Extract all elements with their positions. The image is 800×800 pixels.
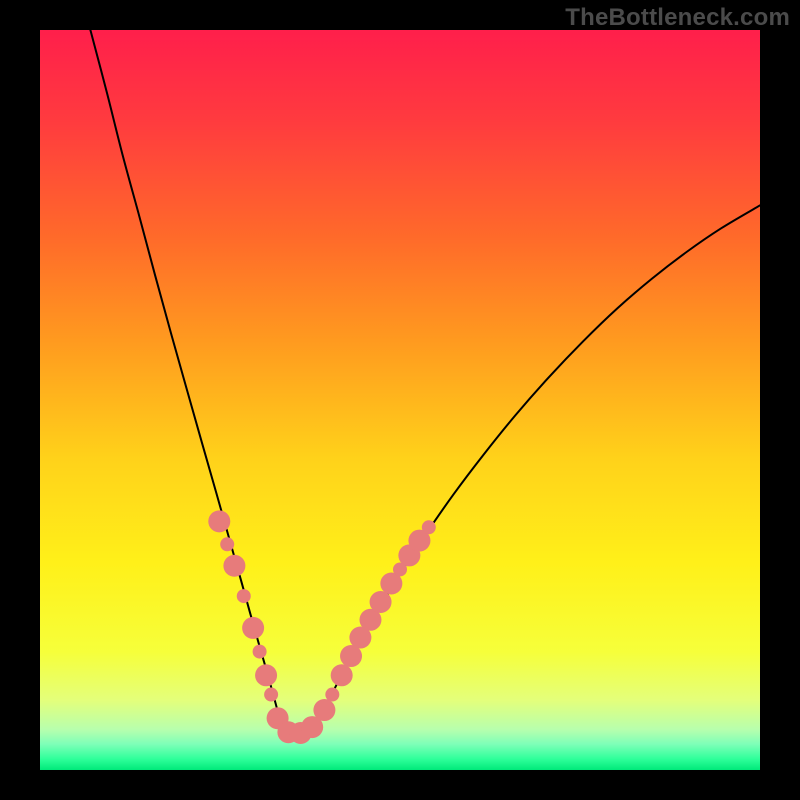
- bead-marker: [422, 520, 436, 534]
- bead-marker: [370, 591, 392, 613]
- bead-marker: [223, 555, 245, 577]
- gradient-plot-area: [40, 30, 760, 770]
- bead-marker: [237, 589, 251, 603]
- bead-marker: [253, 645, 267, 659]
- chart-stage: TheBottleneck.com: [0, 0, 800, 800]
- bead-marker: [331, 664, 353, 686]
- bottleneck-chart-svg: [0, 0, 800, 800]
- bead-marker: [208, 510, 230, 532]
- bead-marker: [220, 537, 234, 551]
- bead-marker: [242, 617, 264, 639]
- bead-marker: [255, 664, 277, 686]
- bead-marker: [264, 688, 278, 702]
- bead-marker: [325, 688, 339, 702]
- bead-marker: [313, 699, 335, 721]
